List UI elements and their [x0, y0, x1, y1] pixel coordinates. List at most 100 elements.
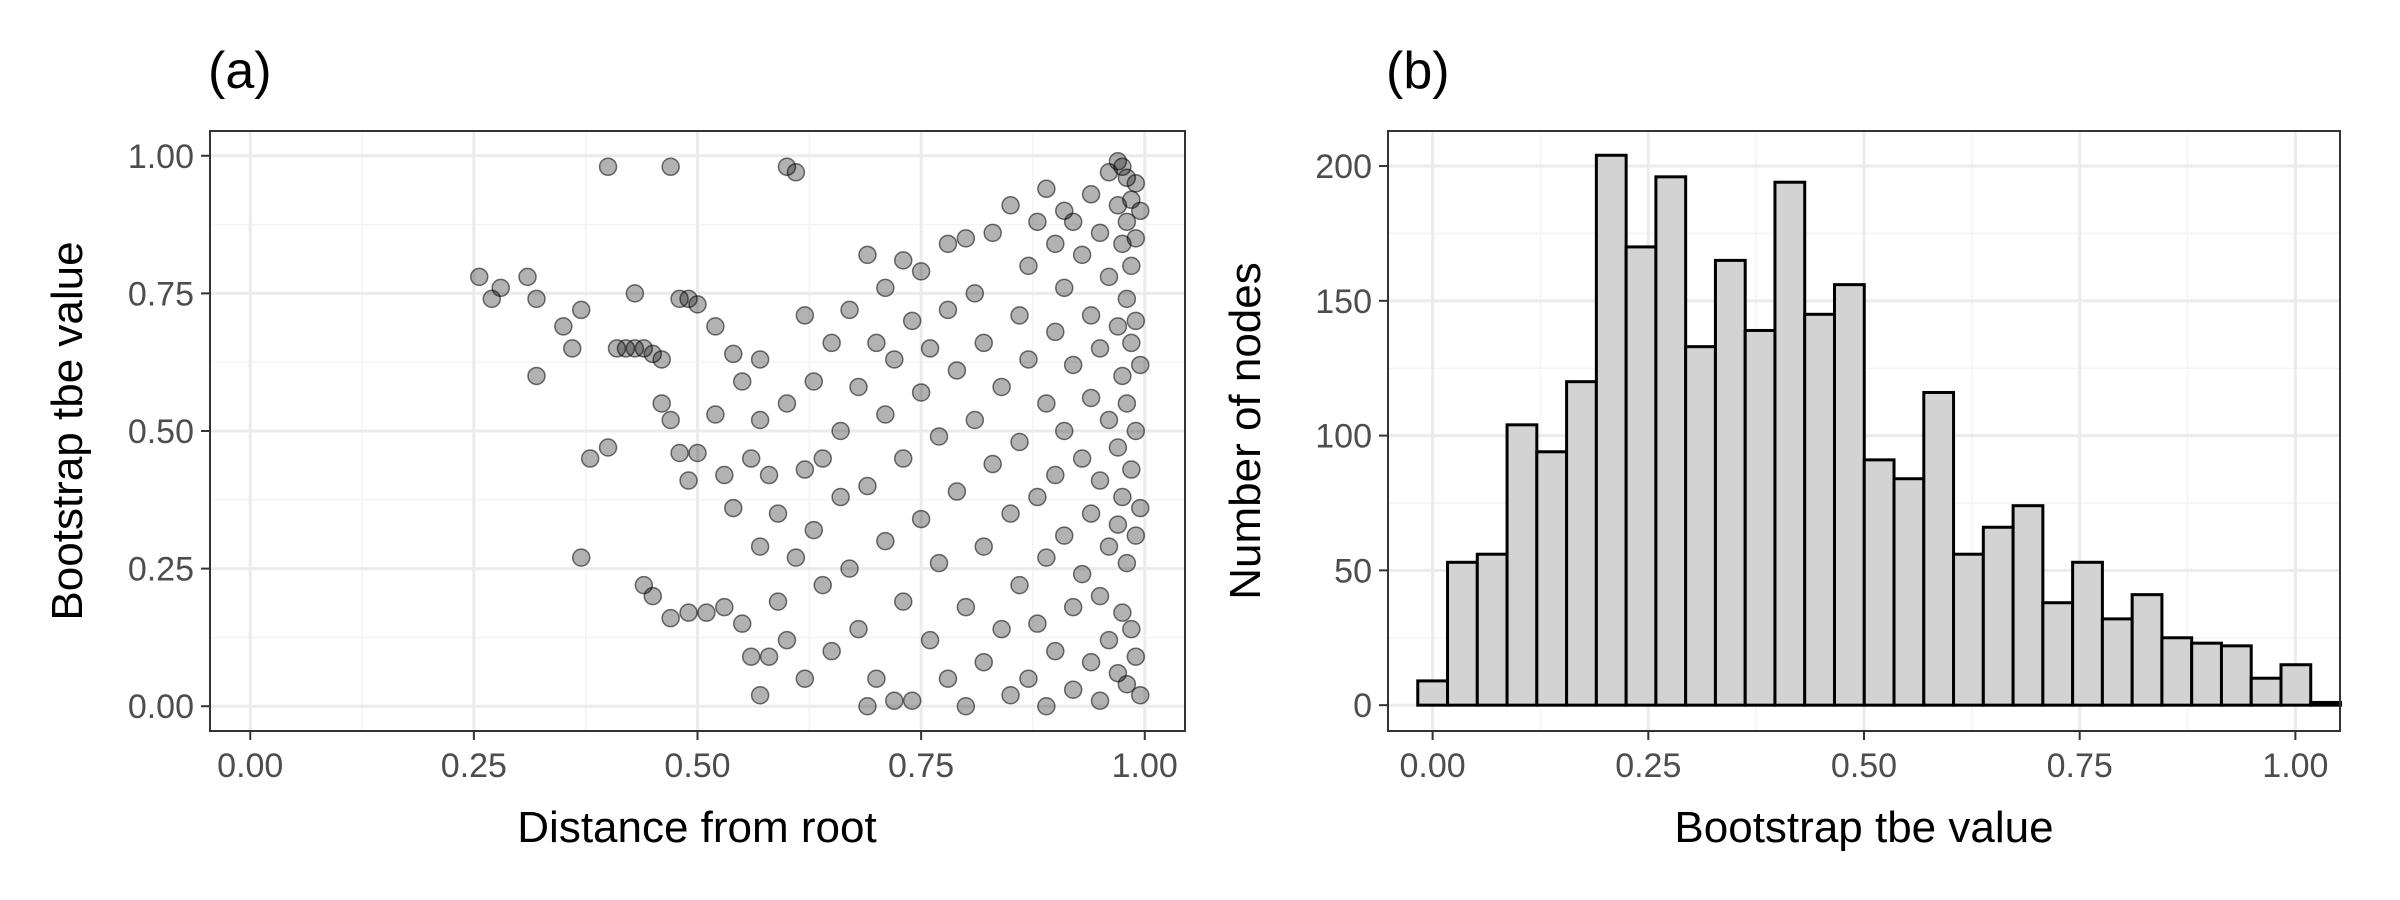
scatter-point [1081, 652, 1101, 672]
scatter-point [1131, 355, 1150, 375]
scatter-point [1108, 438, 1128, 457]
y-tick-label: 150 [1315, 283, 1372, 321]
scatter-point [929, 427, 949, 446]
histogram-bar [1803, 312, 1836, 707]
scatter-point [1037, 548, 1056, 567]
histogram-bars [1416, 153, 2343, 707]
scatter-point [1099, 410, 1119, 430]
scatter-point [1090, 223, 1110, 243]
scatter-panel: (a) 0.00 0.25 0.50 0.75 1.00 0.00 0.25 0.50 0.7… [43, 42, 1186, 852]
scatter-point [1113, 157, 1132, 177]
scatter-point [1117, 212, 1137, 232]
scatter-point [1117, 289, 1137, 309]
scatter-point [1108, 317, 1128, 336]
scatter-point [679, 289, 698, 309]
histogram-bar [1952, 552, 1985, 707]
scatter-point [491, 278, 510, 298]
scatter-point [858, 696, 877, 716]
scatter-point [902, 691, 922, 710]
histogram-bar [1535, 450, 1569, 707]
scatter-point [634, 339, 654, 358]
scatter-point [527, 289, 546, 309]
scatter-point [706, 405, 725, 424]
scatter-point [1122, 619, 1141, 639]
histogram-bar [1505, 423, 1539, 707]
scatter-point [679, 603, 698, 622]
scatter-point [777, 394, 797, 413]
scatter-point [1028, 212, 1047, 232]
scatter-point [983, 223, 1002, 243]
scatter-point [974, 333, 993, 353]
scatter-point [1054, 278, 1074, 298]
scatter-point [1113, 234, 1132, 254]
scatter-point [688, 295, 707, 314]
scatter-point [1081, 388, 1101, 408]
y-tick-label: 50 [1334, 552, 1372, 590]
scatter-points [469, 152, 1150, 716]
panel-a-label: (a) [208, 42, 272, 100]
histogram-bar [1892, 477, 1926, 707]
x-tick-label: 1.00 [1112, 747, 1178, 785]
scatter-point [741, 647, 761, 666]
scatter-point [911, 262, 931, 281]
scatter-point [822, 333, 841, 353]
scatter-point [929, 553, 949, 573]
histogram-bar [2071, 560, 2104, 707]
scatter-point [1072, 245, 1092, 265]
scatter-x-axis-title: Distance from root [517, 803, 876, 852]
scatter-point [697, 603, 716, 622]
y-tick-label: 0.50 [128, 413, 194, 451]
scatter-point [777, 630, 797, 650]
x-tick-label: 0.75 [2047, 747, 2113, 785]
scatter-point [804, 520, 824, 540]
scatter-point [831, 421, 850, 441]
scatter-point [1131, 201, 1150, 221]
scatter-point [1072, 449, 1092, 468]
scatter-point [795, 306, 815, 325]
histogram-bar [2219, 644, 2253, 707]
scatter-point [965, 284, 985, 303]
scatter-point [885, 350, 904, 369]
scatter-point [652, 350, 671, 369]
scatter-point [750, 350, 770, 369]
scatter-point [893, 449, 913, 468]
scatter-point [1063, 680, 1083, 699]
scatter-point [1122, 460, 1141, 479]
histogram-bar [2190, 641, 2223, 707]
scatter-gridlines [210, 131, 1185, 731]
histogram-bar [1922, 390, 1956, 707]
y-tick-label: 0 [1353, 687, 1372, 725]
histogram-bar [1713, 258, 1747, 707]
histogram-bar [1743, 328, 1777, 707]
histogram-bar [2041, 601, 2075, 707]
scatter-point [652, 394, 671, 413]
scatter-point [983, 454, 1002, 474]
scatter-point [1028, 487, 1047, 507]
scatter-point [1113, 366, 1132, 386]
scatter-point [1010, 432, 1029, 452]
scatter-point [1054, 526, 1074, 545]
scatter-point [1046, 234, 1065, 254]
scatter-point [1063, 212, 1083, 232]
scatter-point [1001, 504, 1020, 523]
scatter-point [715, 465, 734, 485]
scatter-point [1001, 685, 1020, 705]
scatter-point [1117, 674, 1137, 694]
histogram-bar [2309, 700, 2343, 707]
scatter-point [831, 487, 850, 507]
scatter-point [1019, 350, 1038, 369]
scatter-point [732, 372, 752, 391]
scatter-point [724, 498, 743, 518]
histogram-bar [1594, 153, 1628, 707]
y-tick-label: 0.00 [128, 688, 194, 726]
histogram-bar [2249, 676, 2283, 707]
scatter-point [795, 669, 815, 688]
scatter-point [661, 608, 680, 628]
scatter-point [1019, 256, 1038, 276]
scatter-point [1117, 394, 1137, 413]
scatter-point [598, 438, 618, 457]
scatter-point [1001, 196, 1020, 215]
scatter-point [876, 278, 895, 298]
x-tick-label: 0.50 [1831, 747, 1897, 785]
scatter-point [938, 669, 958, 688]
